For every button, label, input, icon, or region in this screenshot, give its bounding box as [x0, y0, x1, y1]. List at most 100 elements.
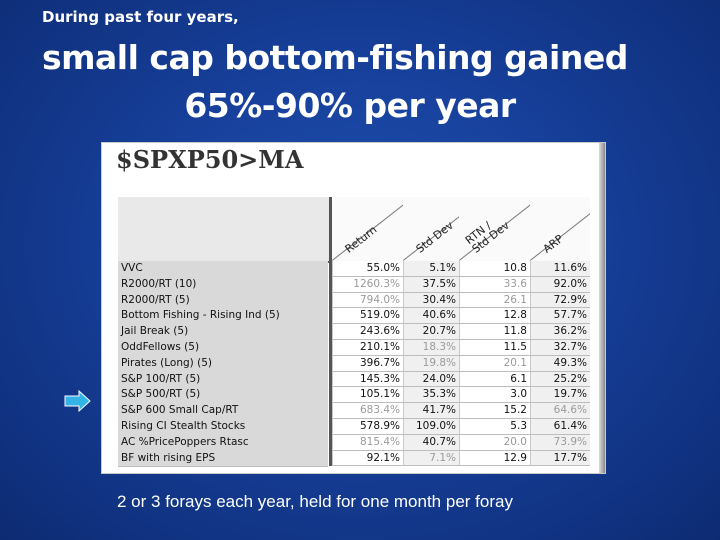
- row-name: S&P 500/RT (5): [118, 387, 328, 405]
- row-name: VVC: [118, 261, 328, 278]
- table-cell: 109.0%: [403, 418, 459, 435]
- table-cell: 61.4%: [530, 418, 590, 435]
- table-row: S&P 500/RT (5) 105.1% 35.3% 3.0 19.7%: [118, 387, 600, 405]
- row-name: Pirates (Long) (5): [118, 355, 328, 373]
- table-cell: 25.2%: [530, 371, 590, 388]
- table-cell: 11.5: [459, 339, 530, 356]
- row-separator: [329, 371, 332, 388]
- table-cell: 37.5%: [403, 276, 459, 293]
- table-cell: 26.1: [459, 292, 530, 309]
- table-cell: 41.7%: [403, 403, 459, 419]
- table-cell: 11.6%: [530, 261, 590, 277]
- row-separator: [329, 418, 332, 435]
- slide-title: small cap bottom-fishing gained 65%-90% …: [0, 34, 720, 130]
- table-cell: 73.9%: [530, 434, 590, 451]
- table-row: R2000/RT (10) 1260.3% 37.5% 33.6 92.0%: [118, 276, 600, 294]
- header-name-cell: [118, 197, 329, 263]
- table-cell: 6.1: [459, 371, 530, 388]
- table-cell: 11.8: [459, 324, 530, 340]
- table-cell: 815.4%: [332, 434, 403, 451]
- table-cell: 30.4%: [403, 292, 459, 309]
- header-std-dev: Std Dev: [403, 197, 459, 263]
- table-cell: 12.9: [459, 450, 530, 467]
- table-row: R2000/RT (5) 794.0% 30.4% 26.1 72.9%: [118, 292, 600, 310]
- table-header: Return Std Dev RTN / Std Dev ARP: [118, 197, 600, 263]
- table-screenshot: $SPXP50>MA Return Std Dev RTN / Std Dev …: [102, 143, 605, 473]
- row-separator: [329, 276, 332, 293]
- table-row: BF with rising EPS 92.1% 7.1% 12.9 17.7%: [118, 450, 600, 468]
- table-cell: 35.3%: [403, 387, 459, 404]
- row-separator: [329, 403, 332, 419]
- row-separator: [329, 261, 332, 277]
- table-row: Rising CI Stealth Stocks 578.9% 109.0% 5.3 6…: [118, 418, 600, 436]
- table-cell: 33.6: [459, 276, 530, 293]
- table-cell: 40.7%: [403, 434, 459, 451]
- table-cell: 57.7%: [530, 308, 590, 325]
- table-cell: 15.2: [459, 403, 530, 419]
- table-cell: 210.1%: [332, 339, 403, 356]
- table-cell: 5.1%: [403, 261, 459, 277]
- table-row: VVC 55.0% 5.1% 10.8 11.6%: [118, 261, 600, 278]
- table-cell: 396.7%: [332, 355, 403, 372]
- header-rtn-std-dev: RTN / Std Dev: [459, 197, 530, 263]
- title-line-2: 65%-90% per year: [184, 86, 516, 125]
- table-cell: 19.8%: [403, 355, 459, 372]
- table-cell: 683.4%: [332, 403, 403, 419]
- row-name: Rising CI Stealth Stocks: [118, 418, 328, 436]
- table-cell: 1260.3%: [332, 276, 403, 293]
- results-table: Return Std Dev RTN / Std Dev ARP VVC 55.0…: [118, 197, 600, 468]
- table-cell: 19.7%: [530, 387, 590, 404]
- table-cell: 49.3%: [530, 355, 590, 372]
- table-cell: 12.8: [459, 308, 530, 325]
- row-name: S&P 100/RT (5): [118, 371, 328, 389]
- table-cell: 18.3%: [403, 339, 459, 356]
- table-cell: 519.0%: [332, 308, 403, 325]
- row-name: R2000/RT (10): [118, 276, 328, 294]
- header-label: Std Dev: [413, 218, 456, 256]
- table-row: Pirates (Long) (5) 396.7% 19.8% 20.1 49.3%: [118, 355, 600, 373]
- table-row: AC %PricePoppers Rtasc 815.4% 40.7% 20.0 73.…: [118, 434, 600, 452]
- right-arrow-icon: [64, 390, 91, 412]
- table-cell: 24.0%: [403, 371, 459, 388]
- table-cell: 40.6%: [403, 308, 459, 325]
- table-cell: 36.2%: [530, 324, 590, 340]
- table-cell: 92.0%: [530, 276, 590, 293]
- row-name: BF with rising EPS: [118, 450, 328, 468]
- header-label: RTN / Std Dev: [462, 218, 512, 256]
- row-name: Jail Break (5): [118, 324, 328, 341]
- row-separator: [329, 292, 332, 309]
- table-cell: 17.7%: [530, 450, 590, 467]
- caption: 2 or 3 forays each year, held for one mo…: [117, 492, 513, 511]
- row-name: S&P 600 Small Cap/RT: [118, 403, 328, 420]
- table-cell: 794.0%: [332, 292, 403, 309]
- table-row: OddFellows (5) 210.1% 18.3% 11.5 32.7%: [118, 339, 600, 357]
- header-return: Return: [332, 197, 403, 263]
- table-cell: 105.1%: [332, 387, 403, 404]
- row-separator: [329, 324, 332, 340]
- row-name: AC %PricePoppers Rtasc: [118, 434, 328, 452]
- table-cell: 20.0: [459, 434, 530, 451]
- row-separator: [329, 355, 332, 372]
- row-separator: [329, 387, 332, 404]
- table-body: VVC 55.0% 5.1% 10.8 11.6% R2000/RT (10) 1260.3…: [118, 261, 600, 468]
- pre-title: During past four years,: [42, 8, 239, 26]
- header-arp: ARP: [530, 197, 590, 263]
- table-cell: 64.6%: [530, 403, 590, 419]
- table-row: Bottom Fishing - Rising Ind (5) 519.0% 40.…: [118, 308, 600, 326]
- table-cell: 55.0%: [332, 261, 403, 277]
- table-row: S&P 600 Small Cap/RT 683.4% 41.7% 15.2 64.6%: [118, 403, 600, 420]
- table-cell: 3.0: [459, 387, 530, 404]
- row-separator: [329, 450, 332, 467]
- header-label: Return: [342, 223, 380, 256]
- header-separator: [329, 197, 332, 261]
- row-separator: [329, 308, 332, 325]
- table-cell: 92.1%: [332, 450, 403, 467]
- table-cell: 7.1%: [403, 450, 459, 467]
- table-cell: 10.8: [459, 261, 530, 277]
- row-name: OddFellows (5): [118, 339, 328, 357]
- table-cell: 72.9%: [530, 292, 590, 309]
- table-cell: 32.7%: [530, 339, 590, 356]
- table-row: Jail Break (5) 243.6% 20.7% 11.8 36.2%: [118, 324, 600, 341]
- table-row: S&P 100/RT (5) 145.3% 24.0% 6.1 25.2%: [118, 371, 600, 389]
- panel-edge: [599, 143, 605, 473]
